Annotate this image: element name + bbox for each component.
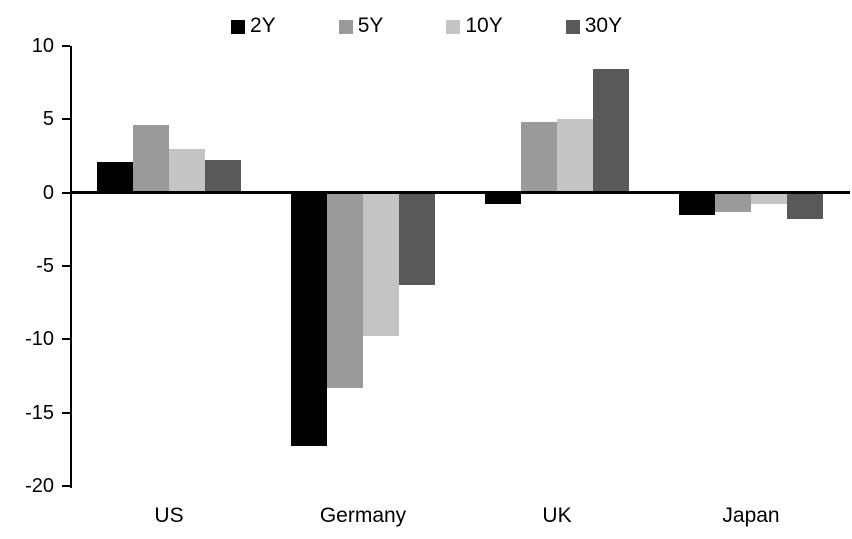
y-axis-tick-label: 0: [42, 181, 54, 204]
legend-item-30y: 30Y: [565, 14, 623, 37]
y-axis-line: [70, 46, 72, 488]
bar-uk-10y: [557, 119, 593, 193]
y-axis-tick-label: 10: [31, 35, 54, 57]
y-axis-tick-label: -20: [25, 475, 54, 497]
legend-swatch-10y: [446, 20, 461, 34]
bar-uk-30y: [593, 69, 629, 193]
legend-label-30y: 30Y: [584, 14, 623, 37]
bar-us-30y: [205, 160, 241, 193]
bar-japan-30y: [787, 192, 823, 220]
legend-label-2y: 2Y: [250, 14, 276, 37]
bar-germany-5y: [327, 192, 363, 388]
x-axis-label-germany: Germany: [319, 504, 407, 527]
y-axis-tick: [62, 265, 70, 267]
y-axis-tick-label: 5: [42, 108, 54, 131]
x-axis-label-us: US: [154, 504, 184, 527]
bar-us-2y: [97, 161, 133, 193]
y-axis-tick-label: -5: [36, 255, 54, 277]
legend-item-2y: 2Y: [231, 14, 276, 37]
x-axis-label-uk: UK: [542, 504, 572, 527]
y-axis-tick: [62, 118, 70, 121]
y-axis-tick-label: -10: [25, 328, 54, 351]
legend-item-5y: 5Y: [338, 14, 384, 37]
bar-japan-10y: [751, 192, 787, 205]
bar-us-5y: [133, 125, 169, 193]
bar-uk-5y: [521, 122, 557, 193]
bar-germany-30y: [399, 192, 435, 286]
y-axis-tick: [62, 45, 70, 47]
y-axis-tick: [62, 338, 70, 341]
legend-swatch-30y: [565, 20, 580, 34]
x-axis-zero-line: [70, 191, 850, 195]
bar-japan-2y: [679, 192, 715, 215]
legend-label-5y: 5Y: [357, 14, 384, 37]
bar-us-10y: [169, 148, 205, 193]
y-axis-tick: [62, 485, 70, 487]
bar-germany-2y: [291, 192, 327, 447]
bar-uk-2y: [485, 192, 521, 205]
bar-germany-10y: [363, 192, 399, 337]
chart-legend: 2Y 5Y 10Y 30Y: [231, 13, 622, 41]
legend-swatch-5y: [338, 20, 353, 34]
legend-swatch-2y: [231, 20, 245, 34]
x-axis-label-japan: Japan: [722, 504, 780, 527]
y-axis-tick-label: -15: [25, 401, 54, 424]
y-axis-tick: [62, 411, 70, 414]
y-axis-tick: [62, 191, 70, 194]
legend-label-10y: 10Y: [465, 14, 503, 37]
legend-item-10y: 10Y: [446, 14, 503, 37]
bar-japan-5y: [715, 192, 751, 212]
